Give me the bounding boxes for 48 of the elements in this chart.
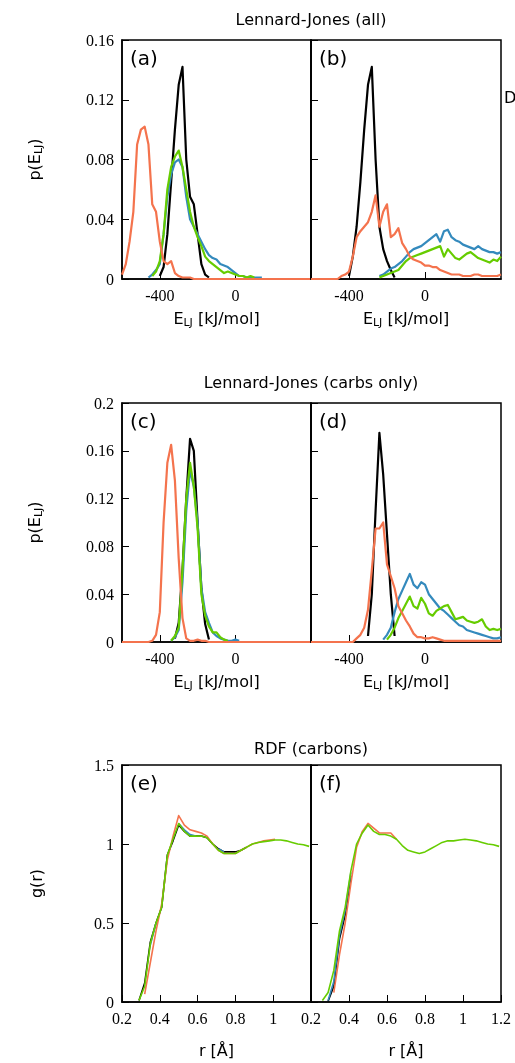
x-tick-label: 0.2 bbox=[301, 1009, 321, 1027]
y-tick-label: 0.16 bbox=[86, 31, 114, 49]
x-tick-label: 0.8 bbox=[225, 1009, 246, 1027]
annotation: (c) bbox=[130, 409, 157, 433]
x-tick-label: -400 bbox=[334, 649, 364, 667]
x-tick-label: 0.4 bbox=[339, 1009, 359, 1027]
text: D bbox=[504, 88, 515, 108]
x-tick-label: 0.4 bbox=[149, 1009, 170, 1027]
x-tick-label: 0 bbox=[421, 649, 429, 667]
y-axis-title: p(ELJ) bbox=[25, 138, 45, 181]
x-tick-label: 1.2 bbox=[491, 1009, 511, 1027]
annotation: (e) bbox=[130, 771, 158, 795]
x-tick-label: 0.6 bbox=[187, 1009, 208, 1027]
x-tick-label: -400 bbox=[145, 286, 175, 304]
y-tick-label: 0 bbox=[106, 993, 114, 1011]
annotation: (f) bbox=[319, 771, 342, 795]
annotation: (b) bbox=[319, 46, 348, 70]
y-tick-label: 0.04 bbox=[86, 585, 114, 603]
y-tick-label: 0.12 bbox=[86, 490, 114, 508]
y-axis-title: g(r) bbox=[26, 868, 46, 899]
x-axis-title: r [Å] bbox=[198, 1040, 235, 1060]
x-tick-label: 1 bbox=[269, 1009, 278, 1027]
y-tick-label: 0.08 bbox=[86, 151, 114, 168]
x-tick-label: -400 bbox=[334, 286, 364, 304]
x-tick-label: 0.8 bbox=[415, 1009, 435, 1027]
y-tick-label: 0.04 bbox=[86, 210, 114, 228]
y-tick-label: 0 bbox=[106, 270, 114, 288]
chart-title: RDF (carbons) bbox=[254, 739, 368, 758]
x-tick-label: 0 bbox=[231, 649, 240, 667]
x-tick-label: 0.6 bbox=[377, 1009, 397, 1027]
y-tick-label: 0 bbox=[106, 633, 114, 651]
chart-title: Lennard-Jones (all) bbox=[235, 10, 387, 29]
y-tick-label: 0.08 bbox=[86, 537, 114, 555]
annotation: (a) bbox=[130, 46, 158, 70]
y-tick-label: 0.5 bbox=[94, 914, 114, 932]
x-tick-label: 0 bbox=[421, 286, 429, 304]
y-tick-label: 0.2 bbox=[94, 394, 114, 412]
y-tick-label: 0.12 bbox=[86, 91, 114, 109]
chart-title: Lennard-Jones (carbs only) bbox=[203, 373, 419, 392]
y-tick-label: 0.16 bbox=[86, 442, 114, 460]
x-tick-label: 0 bbox=[231, 286, 240, 304]
x-tick-label: -400 bbox=[145, 649, 175, 667]
y-axis-title: p(ELJ) bbox=[25, 501, 45, 544]
y-tick-label: 1 bbox=[106, 835, 114, 853]
x-tick-label: 1 bbox=[459, 1009, 467, 1027]
x-axis-title: r [Å] bbox=[388, 1040, 424, 1060]
annotation: (d) bbox=[319, 409, 348, 433]
y-tick-label: 1.5 bbox=[94, 756, 114, 774]
